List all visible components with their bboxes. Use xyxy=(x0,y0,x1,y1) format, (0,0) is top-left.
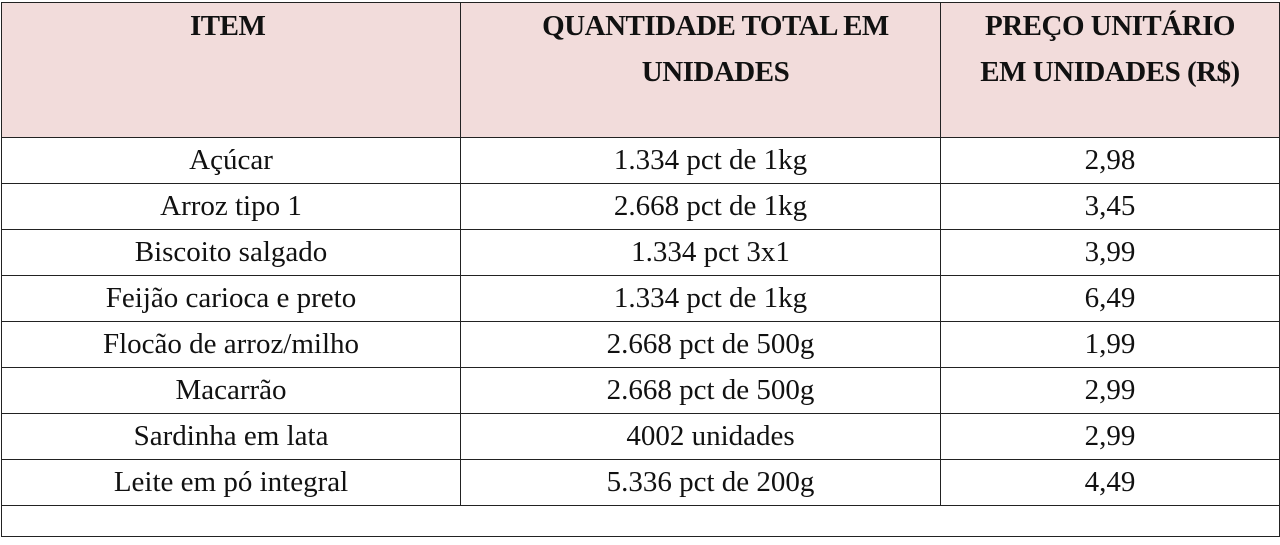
table-cell: Açúcar xyxy=(1,137,461,184)
table-cell: 1,99 xyxy=(940,321,1280,368)
table-cell: 3,99 xyxy=(940,229,1280,276)
table-body: Açúcar 1.334 pct de 1kg 2,98 Arroz tipo 1 2.… xyxy=(1,137,1280,537)
table-cell: Macarrão xyxy=(1,367,461,414)
table-cell: 5.336 pct de 200g xyxy=(460,459,941,506)
table-cell: Sardinha em lata xyxy=(1,413,461,460)
table-cell: 4,49 xyxy=(940,459,1280,506)
table-cell: 1.334 pct de 1kg xyxy=(460,275,941,322)
table-cell: 2,99 xyxy=(940,413,1280,460)
table-cell: Feijão carioca e preto xyxy=(1,275,461,322)
header-cell: PREÇO UNITÁRIO EM UNIDADES (R$) xyxy=(940,2,1280,138)
table-row: Flocão de arroz/milho 2.668 pct de 500g 1,… xyxy=(1,321,1280,368)
table-row: Macarrão 2.668 pct de 500g 2,99 xyxy=(1,367,1280,414)
header-row: ITEM QUANTIDADE TOTAL EM UNIDADES PREÇO … xyxy=(1,2,1280,138)
table-cell: 1.334 pct 3x1 xyxy=(460,229,941,276)
table-cell: 3,45 xyxy=(940,183,1280,230)
table-cell: 2.668 pct de 500g xyxy=(460,321,941,368)
table-cell: 2,98 xyxy=(940,137,1280,184)
table-cell: 6,49 xyxy=(940,275,1280,322)
table-cell: 2.668 pct de 1kg xyxy=(460,183,941,230)
table-cell: 2,99 xyxy=(940,367,1280,414)
blank-cell xyxy=(1,505,1280,537)
table-row: Leite em pó integral 5.336 pct de 200g 4,4… xyxy=(1,459,1280,506)
table-row: Feijão carioca e preto 1.334 pct de 1kg 6,… xyxy=(1,275,1280,322)
table-cell: 2.668 pct de 500g xyxy=(460,367,941,414)
table-cell: Leite em pó integral xyxy=(1,459,461,506)
table-row: Biscoito salgado 1.334 pct 3x1 3,99 xyxy=(1,229,1280,276)
table-cell: 1.334 pct de 1kg xyxy=(460,137,941,184)
table-cell: Flocão de arroz/milho xyxy=(1,321,461,368)
header-cell: ITEM xyxy=(1,2,461,138)
header-cell: QUANTIDADE TOTAL EM UNIDADES xyxy=(460,2,941,138)
table-row: Açúcar 1.334 pct de 1kg 2,98 xyxy=(1,137,1280,184)
table-row: Arroz tipo 1 2.668 pct de 1kg 3,45 xyxy=(1,183,1280,230)
table-cell: Biscoito salgado xyxy=(1,229,461,276)
table-cell: Arroz tipo 1 xyxy=(1,183,461,230)
table-cell: 4002 unidades xyxy=(460,413,941,460)
table-row: Sardinha em lata 4002 unidades 2,99 xyxy=(1,413,1280,460)
blank-row xyxy=(1,505,1280,537)
